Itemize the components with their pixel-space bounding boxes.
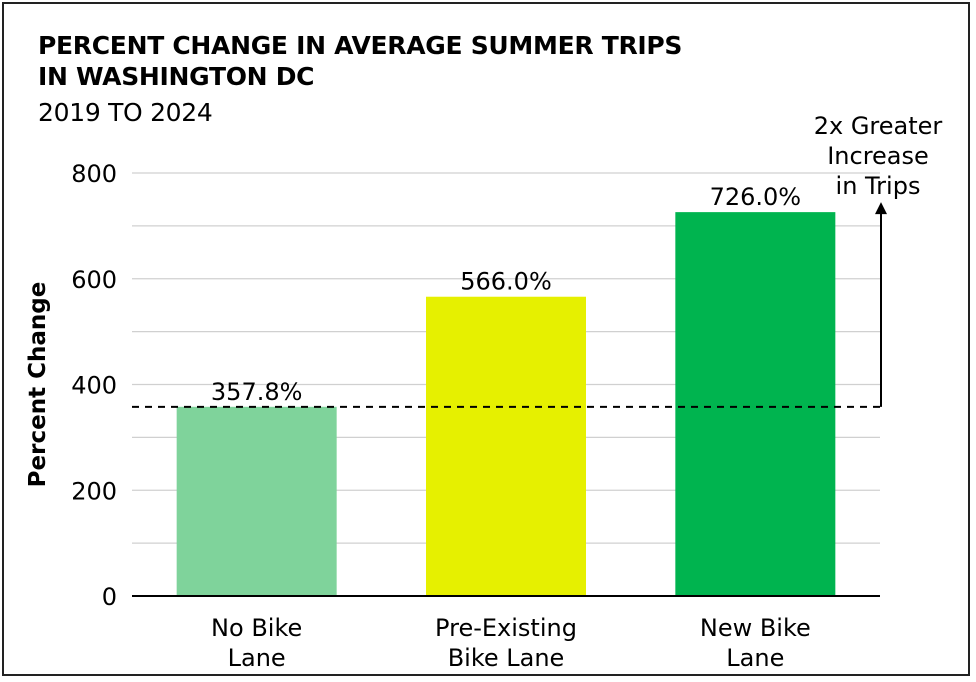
x-tick-label-1: No Bike [211,614,302,642]
bar-1 [176,406,337,596]
y-tick-label: 400 [71,372,117,400]
y-tick-label: 200 [71,477,117,505]
y-tick-label: 0 [102,583,117,611]
annotation-text: Increase [827,142,929,170]
x-tick-label-2: Bike Lane [448,644,565,672]
chart-title: PERCENT CHANGE IN AVERAGE SUMMER TRIPS I… [38,30,682,92]
data-label-3: 726.0% [710,183,802,211]
annotation-text: 2x Greater [814,112,943,140]
bar-2 [426,296,586,596]
chart-subtitle: 2019 TO 2024 [38,98,213,127]
x-tick-label-3: New Bike [700,614,811,642]
x-tick-label-3: Lane [726,644,784,672]
annotation-text: in Trips [836,172,921,200]
bar-3 [675,212,836,596]
x-tick-label-1: Lane [228,644,286,672]
chart-title-line-2: IN WASHINGTON DC [38,62,315,91]
data-label-2: 566.0% [460,268,552,296]
chart-title-line-1: PERCENT CHANGE IN AVERAGE SUMMER TRIPS [38,31,683,60]
y-axis-label: Percent Change [25,282,51,488]
y-tick-label: 800 [71,160,117,188]
y-tick-label: 600 [71,266,117,294]
arrow-up-icon [875,202,887,215]
data-label-1: 357.8% [211,378,303,406]
x-tick-label-2: Pre-Existing [435,614,577,642]
